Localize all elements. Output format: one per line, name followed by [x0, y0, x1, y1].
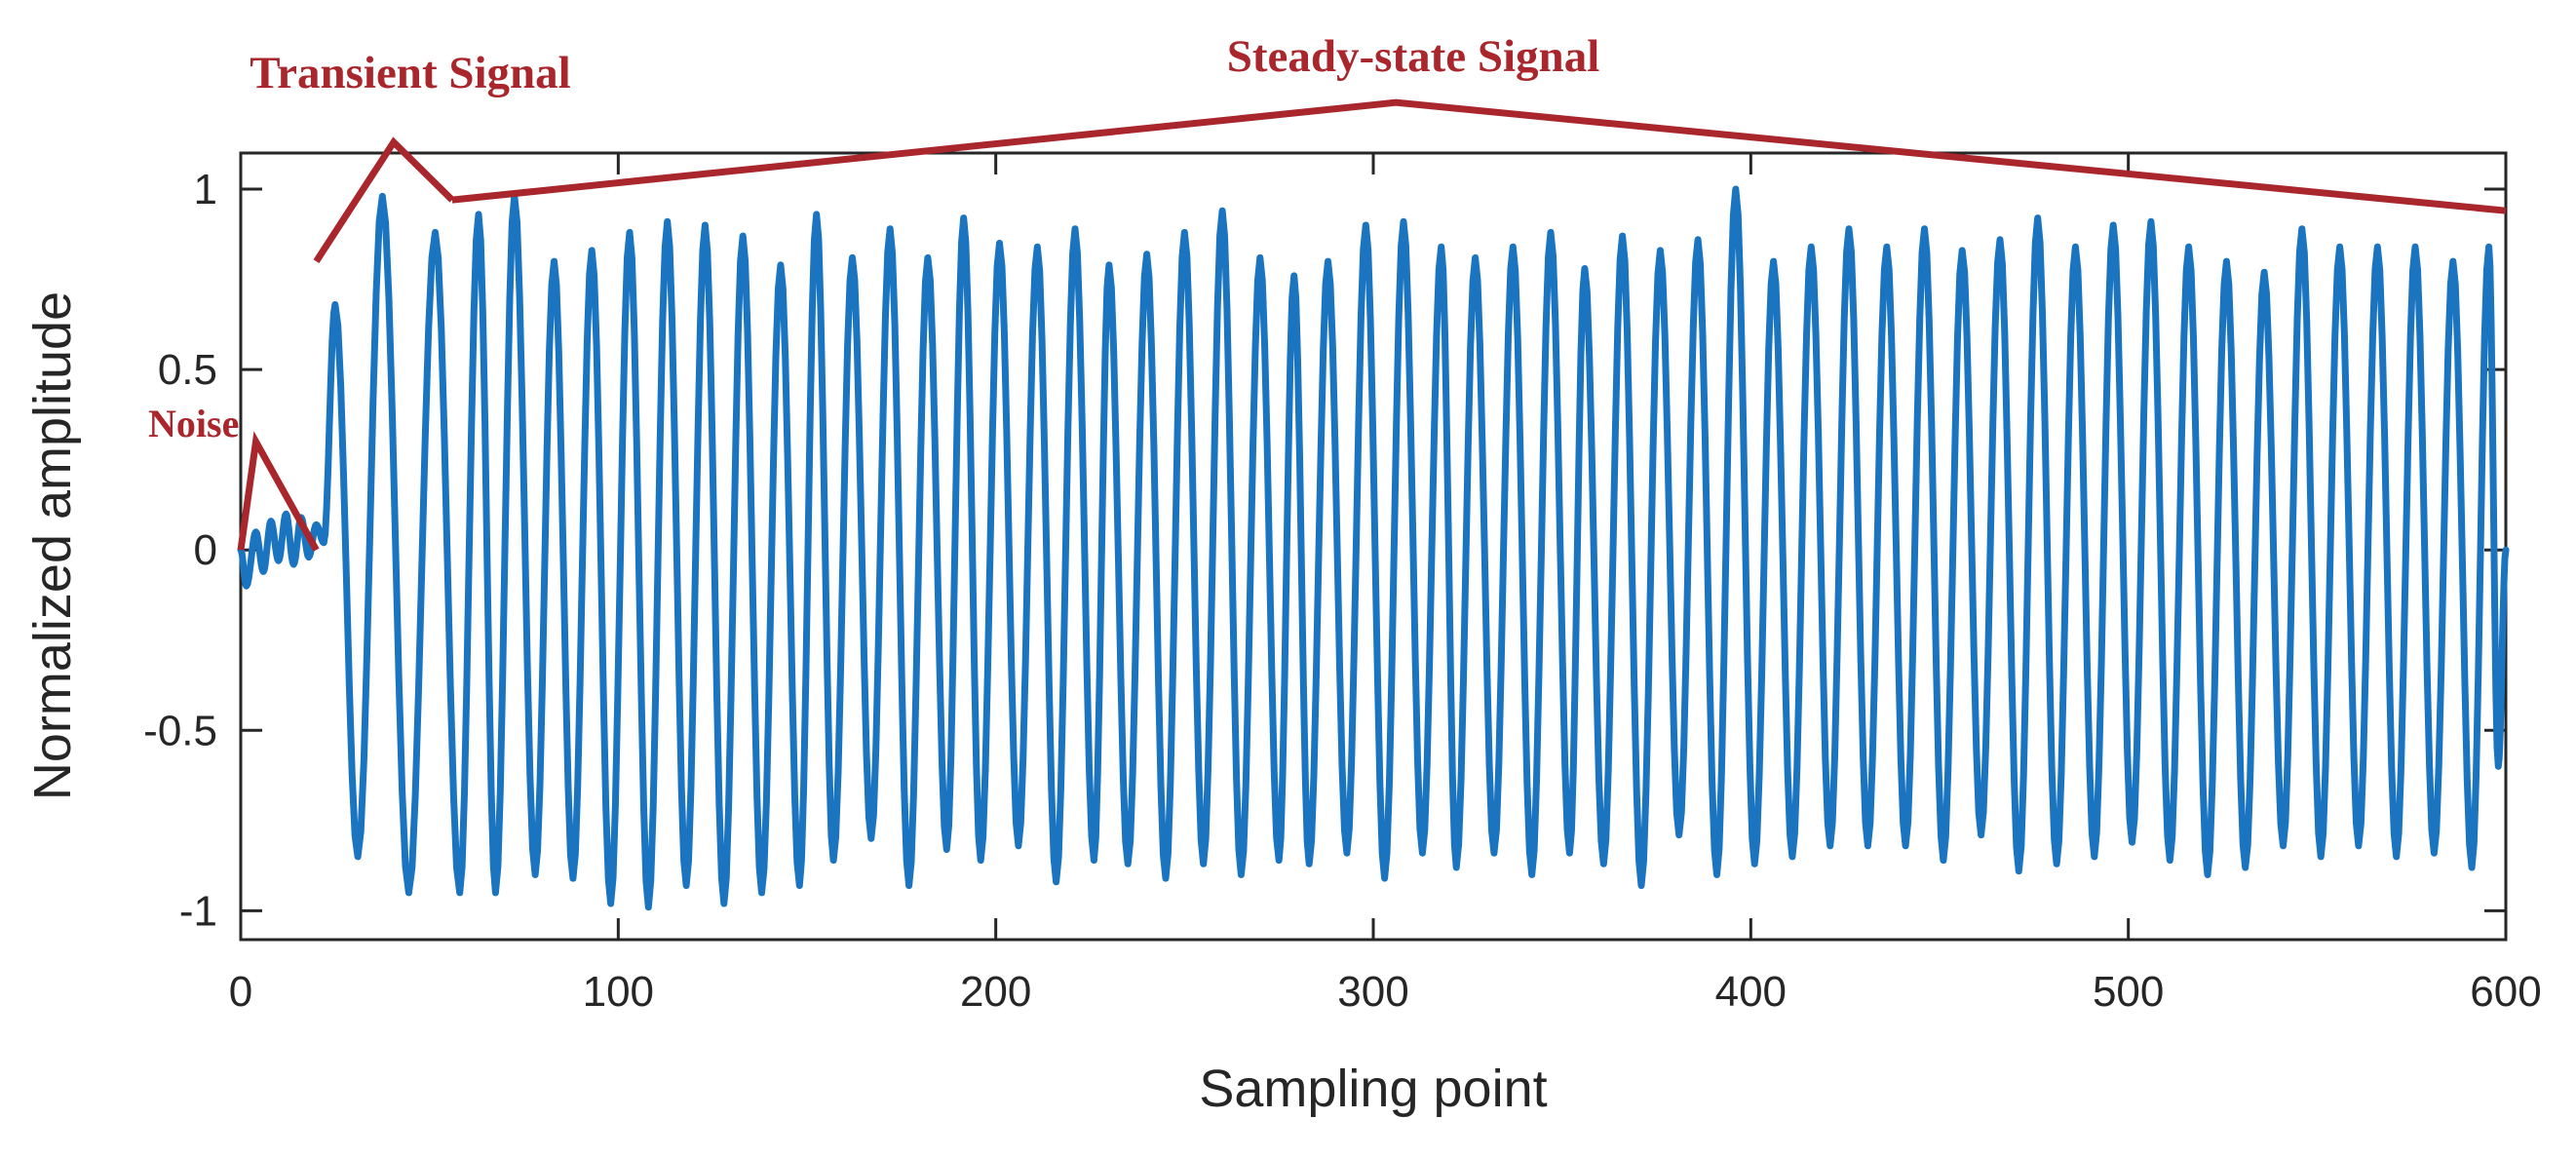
x-tick-label: 200: [960, 968, 1031, 1016]
transient-signalannotation-label: Transient Signal: [250, 48, 571, 98]
transient-signalannotation-bracket: [313, 136, 455, 264]
x-axis-label: Sampling point: [1199, 1060, 1547, 1118]
y-tick-label: 1: [194, 166, 217, 213]
signal-series-line: [237, 185, 2510, 911]
x-tick-label: 600: [2470, 968, 2541, 1016]
x-tick-label: 400: [1715, 968, 1787, 1016]
x-tick-label: 100: [583, 968, 654, 1016]
x-tick-label: 300: [1337, 968, 1408, 1016]
steady-state-signalannotation-bracket: [451, 98, 2507, 214]
y-tick-label: -1: [179, 887, 217, 935]
axis-ticks: 0 100 200 300 400 500 600 -1 -0.5 0 0.5 1: [143, 153, 2542, 1016]
y-tick-label: -0.5: [143, 707, 217, 754]
noiseannotation-label: Noise: [148, 402, 239, 445]
y-tick-label: 0: [194, 526, 217, 574]
x-tick-label: 500: [2093, 968, 2164, 1016]
x-tick-label: 0: [229, 968, 252, 1016]
y-axis-label: Normalized amplitude: [23, 291, 82, 800]
noiseannotation-bracket: [237, 431, 320, 552]
series-layer: [237, 185, 2510, 911]
steady-state-signalannotation-label: Steady-state Signal: [1227, 31, 1600, 82]
y-tick-label: 0.5: [158, 346, 217, 394]
annotation-layer: Noise Transient Signal Steady-state Signal: [148, 31, 2507, 552]
